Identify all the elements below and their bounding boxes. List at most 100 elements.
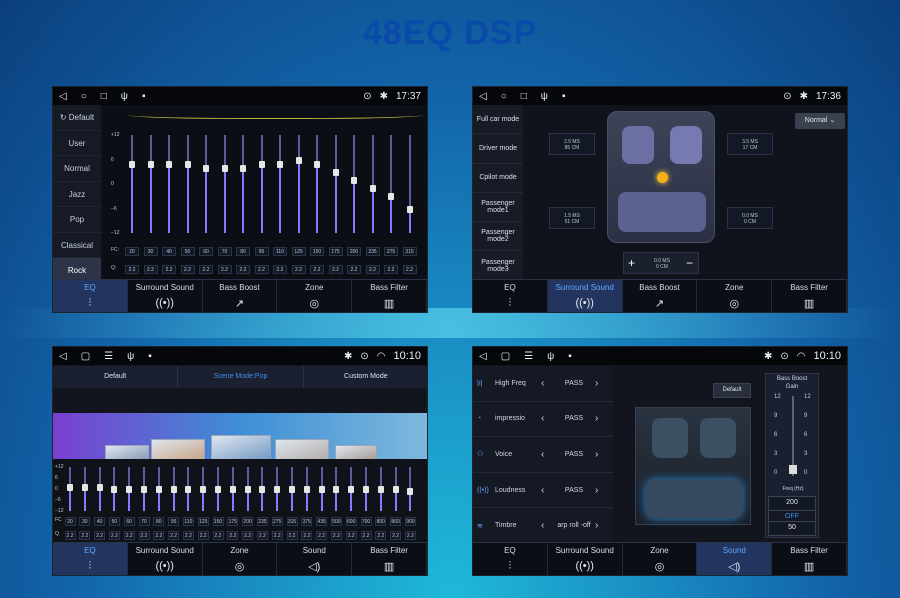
tab-zone[interactable]: Zone ◎ [203,543,278,575]
q-value-box[interactable]: 2.2 [375,531,387,540]
fc-value-box[interactable]: 275 [384,247,398,256]
q-value-box[interactable]: 2.2 [402,265,417,274]
eq-slider-knob[interactable] [170,486,177,493]
back-icon[interactable]: ◁ [59,90,67,102]
q-value-box[interactable]: 2.2 [153,531,165,540]
q-value-box[interactable]: 2.2 [242,531,254,540]
q-value-box[interactable]: 2.2 [404,531,416,540]
q-value-box[interactable]: 2.2 [199,265,213,274]
eq-slider-knob[interactable] [333,486,340,493]
fc-value-box[interactable]: 95 [168,517,180,526]
eq-slider-knob[interactable] [184,160,191,168]
tab-bass-boost[interactable]: Bass Boost ↗ [203,280,278,312]
fc-value-box[interactable]: 375 [301,517,313,526]
eq-slider-knob[interactable] [277,160,283,168]
q-value-box[interactable]: 2.2 [182,531,194,540]
plus-button[interactable]: + [628,256,636,270]
delay-box[interactable]: 2.5 MS 85 CM [549,133,595,155]
fc-value-box[interactable]: 125 [197,517,209,526]
mode-dropdown[interactable]: Normal ⌄ [795,113,845,129]
fc-value-box[interactable]: 150 [212,517,224,526]
eq-slider-track[interactable] [390,135,392,233]
gain-slider-knob[interactable] [789,465,797,474]
q-value-box[interactable]: 2.2 [286,531,298,540]
q-value-box[interactable]: 2.2 [345,531,357,540]
menu-icon[interactable]: ☰ [524,350,534,362]
eq-slider-knob[interactable] [126,486,133,493]
mode-passenger-mode3[interactable]: Passenger mode3 [473,251,523,281]
q-value-box[interactable]: 2.2 [291,265,306,274]
eq-slider-knob[interactable] [388,193,394,201]
fc-value-box[interactable]: 500 [330,517,342,526]
eq-slider-knob[interactable] [274,486,281,493]
tab-surround-sound[interactable]: Surround Sound ((•)) [548,543,623,575]
fc-value-box[interactable]: 110 [182,517,194,526]
q-value-box[interactable]: 2.2 [365,265,380,274]
scene-mode-0[interactable]: Default [53,366,179,388]
q-value-box[interactable]: 2.2 [384,265,398,274]
home-icon[interactable]: ○ [80,90,87,102]
home-icon[interactable]: ○ [500,90,507,102]
eq-slider-knob[interactable] [314,160,320,168]
tab-bass-boost[interactable]: Bass Boost ↗ [623,280,698,312]
back-icon[interactable]: ◁ [479,90,487,102]
fc-value-box[interactable]: 900 [404,517,416,526]
freq-selector[interactable]: 200 OFF 50 [768,496,816,536]
q-value-box[interactable]: 2.2 [168,531,180,540]
eq-slider-knob[interactable] [203,164,209,172]
delay-box[interactable]: 1.5 MS 51 CM [549,207,595,229]
fc-value-box[interactable]: 150 [310,247,324,256]
fc-value-box[interactable]: 20 [64,517,76,526]
tab-eq[interactable]: EQ ⫶ [53,280,128,312]
gain-slider-track[interactable] [792,396,794,476]
q-value-box[interactable]: 2.2 [227,531,239,540]
eq-slider-knob[interactable] [229,486,236,493]
q-value-box[interactable]: 2.2 [254,265,269,274]
scene-mode-2[interactable]: Custom Mode [304,366,427,388]
fc-value-box[interactable]: 700 [360,517,372,526]
eq-slider-knob[interactable] [348,486,355,493]
fc-value-box[interactable]: 30 [79,517,91,526]
q-value-box[interactable]: 2.2 [143,265,158,274]
fc-value-box[interactable]: 40 [94,517,106,526]
fc-value-box[interactable]: 20 [125,247,139,256]
eq-slider-knob[interactable] [332,168,339,176]
eq-slider-knob[interactable] [318,486,325,493]
tab-eq[interactable]: EQ ⫶ [53,543,128,575]
eq-slider-knob[interactable] [166,160,172,168]
fc-value-box[interactable]: 175 [328,247,343,256]
back-icon[interactable]: ◁ [59,350,67,362]
fc-value-box[interactable]: 70 [217,247,232,256]
q-value-box[interactable]: 2.2 [94,531,106,540]
eq-slider-knob[interactable] [259,486,266,493]
tab-zone[interactable]: Zone ◎ [277,280,353,312]
eq-slider-knob[interactable] [295,156,302,164]
tab-zone[interactable]: Zone ◎ [697,280,773,312]
fc-value-box[interactable]: 600 [345,517,357,526]
prev-arrow-icon[interactable]: ‹ [541,520,545,532]
preset-classical[interactable]: Classical [53,233,101,258]
eq-slider-knob[interactable] [392,486,399,493]
scene-mode-1[interactable]: Scene Mode:Pop [178,366,304,388]
prev-arrow-icon[interactable]: ‹ [541,484,545,496]
eq-slider-knob[interactable] [111,486,118,493]
fc-value-box[interactable]: 315 [402,247,417,256]
mode-passenger-mode1[interactable]: Passenger mode1 [473,193,523,223]
freq-option[interactable]: 200 [786,499,798,506]
preset-user[interactable]: User [53,131,101,156]
eq-slider-knob[interactable] [96,484,103,492]
q-value-box[interactable]: 2.2 [108,531,120,540]
home-icon[interactable]: ▢ [80,350,91,362]
q-value-box[interactable]: 2.2 [197,531,209,540]
fc-value-box[interactable]: 80 [236,247,250,256]
fc-value-box[interactable]: 275 [271,517,283,526]
tab-surround-sound[interactable]: Surround Sound ((•)) [128,543,203,575]
eq-slider-knob[interactable] [407,487,414,495]
fc-value-box[interactable]: 60 [123,517,135,526]
fc-value-box[interactable]: 235 [256,517,268,526]
menu-icon[interactable]: ☰ [104,350,114,362]
eq-slider-knob[interactable] [377,486,384,493]
fc-value-box[interactable]: 30 [143,247,158,256]
prev-arrow-icon[interactable]: ‹ [541,448,545,460]
eq-slider-knob[interactable] [258,160,265,168]
